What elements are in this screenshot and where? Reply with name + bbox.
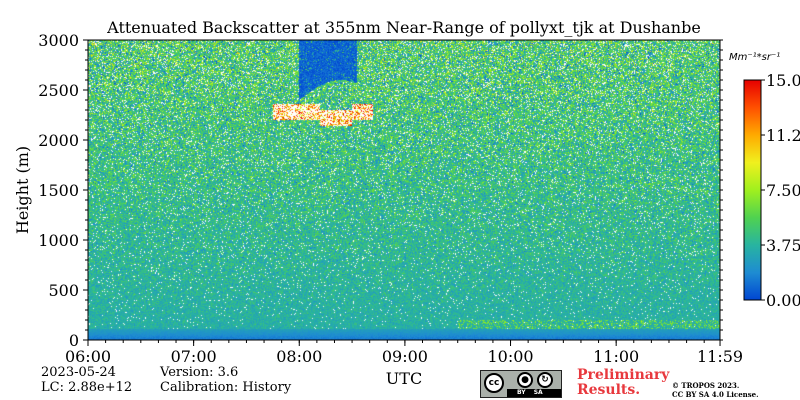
y-tick-label: 0 — [69, 331, 79, 350]
y-tick-label: 1500 — [38, 181, 79, 200]
colorbar-tick-label: 0.00 — [766, 291, 800, 310]
colorbar: 0.00 3.75 7.50 11.25 15.00 Mm⁻¹*sr⁻¹ — [729, 52, 800, 310]
y-axis: 0 500 1000 1500 2000 2500 3000 — [38, 31, 723, 350]
y-tick-label: 2500 — [38, 81, 79, 100]
x-tick-label: 09:00 — [382, 347, 428, 366]
plot-area — [87, 39, 721, 341]
x-tick-label: 11:59 — [697, 347, 743, 366]
colorbar-gradient — [744, 80, 761, 300]
cc-license-badge: cc ● ↻ BY SA — [480, 370, 562, 398]
y-tick-label: 500 — [48, 281, 79, 300]
y-axis-label: Height (m) — [13, 146, 32, 234]
colorbar-tick-label: 15.00 — [766, 71, 800, 90]
preliminary-line2: Results. — [577, 382, 641, 398]
y-tick-label: 1000 — [38, 231, 79, 250]
y-tick-label: 2000 — [38, 131, 79, 150]
x-tick-label: 07:00 — [171, 347, 217, 366]
cc-badge-strip: BY SA — [507, 389, 561, 397]
meta-lc: LC: 2.88e+12 — [41, 380, 133, 395]
y-tick-label: 3000 — [38, 31, 79, 50]
colorbar-tick-label: 3.75 — [766, 236, 800, 255]
x-tick-label: 08:00 — [276, 347, 322, 366]
sa-share-icon: ↻ — [537, 372, 553, 388]
x-tick-label: 10:00 — [487, 347, 533, 366]
meta-date: 2023-05-24 — [41, 365, 116, 380]
copyright-notice: © TROPOS 2023. CC BY SA 4.0 License. — [672, 381, 759, 399]
chart-title: Attenuated Backscatter at 355nm Near-Ran… — [106, 18, 701, 37]
colorbar-tick-label: 7.50 — [766, 181, 800, 200]
cc-icon: cc — [484, 373, 504, 393]
meta-calibration: Calibration: History — [160, 380, 292, 395]
x-tick-label: 11:00 — [593, 347, 639, 366]
colorbar-unit: Mm⁻¹*sr⁻¹ — [729, 52, 780, 63]
heatmap-canvas — [88, 40, 720, 340]
x-axis: 06:00 07:00 08:00 09:00 10:00 11:00 11:59 — [65, 340, 743, 366]
preliminary-line1: Preliminary — [577, 367, 670, 383]
colorbar-ticks: 0.00 3.75 7.50 11.25 15.00 — [761, 71, 800, 310]
x-axis-label: UTC — [386, 369, 422, 388]
meta-version: Version: 3.6 — [160, 365, 239, 380]
colorbar-tick-label: 11.25 — [766, 126, 800, 145]
copyright-line2: CC BY SA 4.0 License. — [672, 390, 759, 399]
x-tick-label: 06:00 — [65, 347, 111, 366]
copyright-line1: © TROPOS 2023. — [672, 381, 740, 390]
preliminary-notice: Preliminary Results. — [577, 368, 669, 398]
by-person-icon: ● — [517, 372, 533, 388]
